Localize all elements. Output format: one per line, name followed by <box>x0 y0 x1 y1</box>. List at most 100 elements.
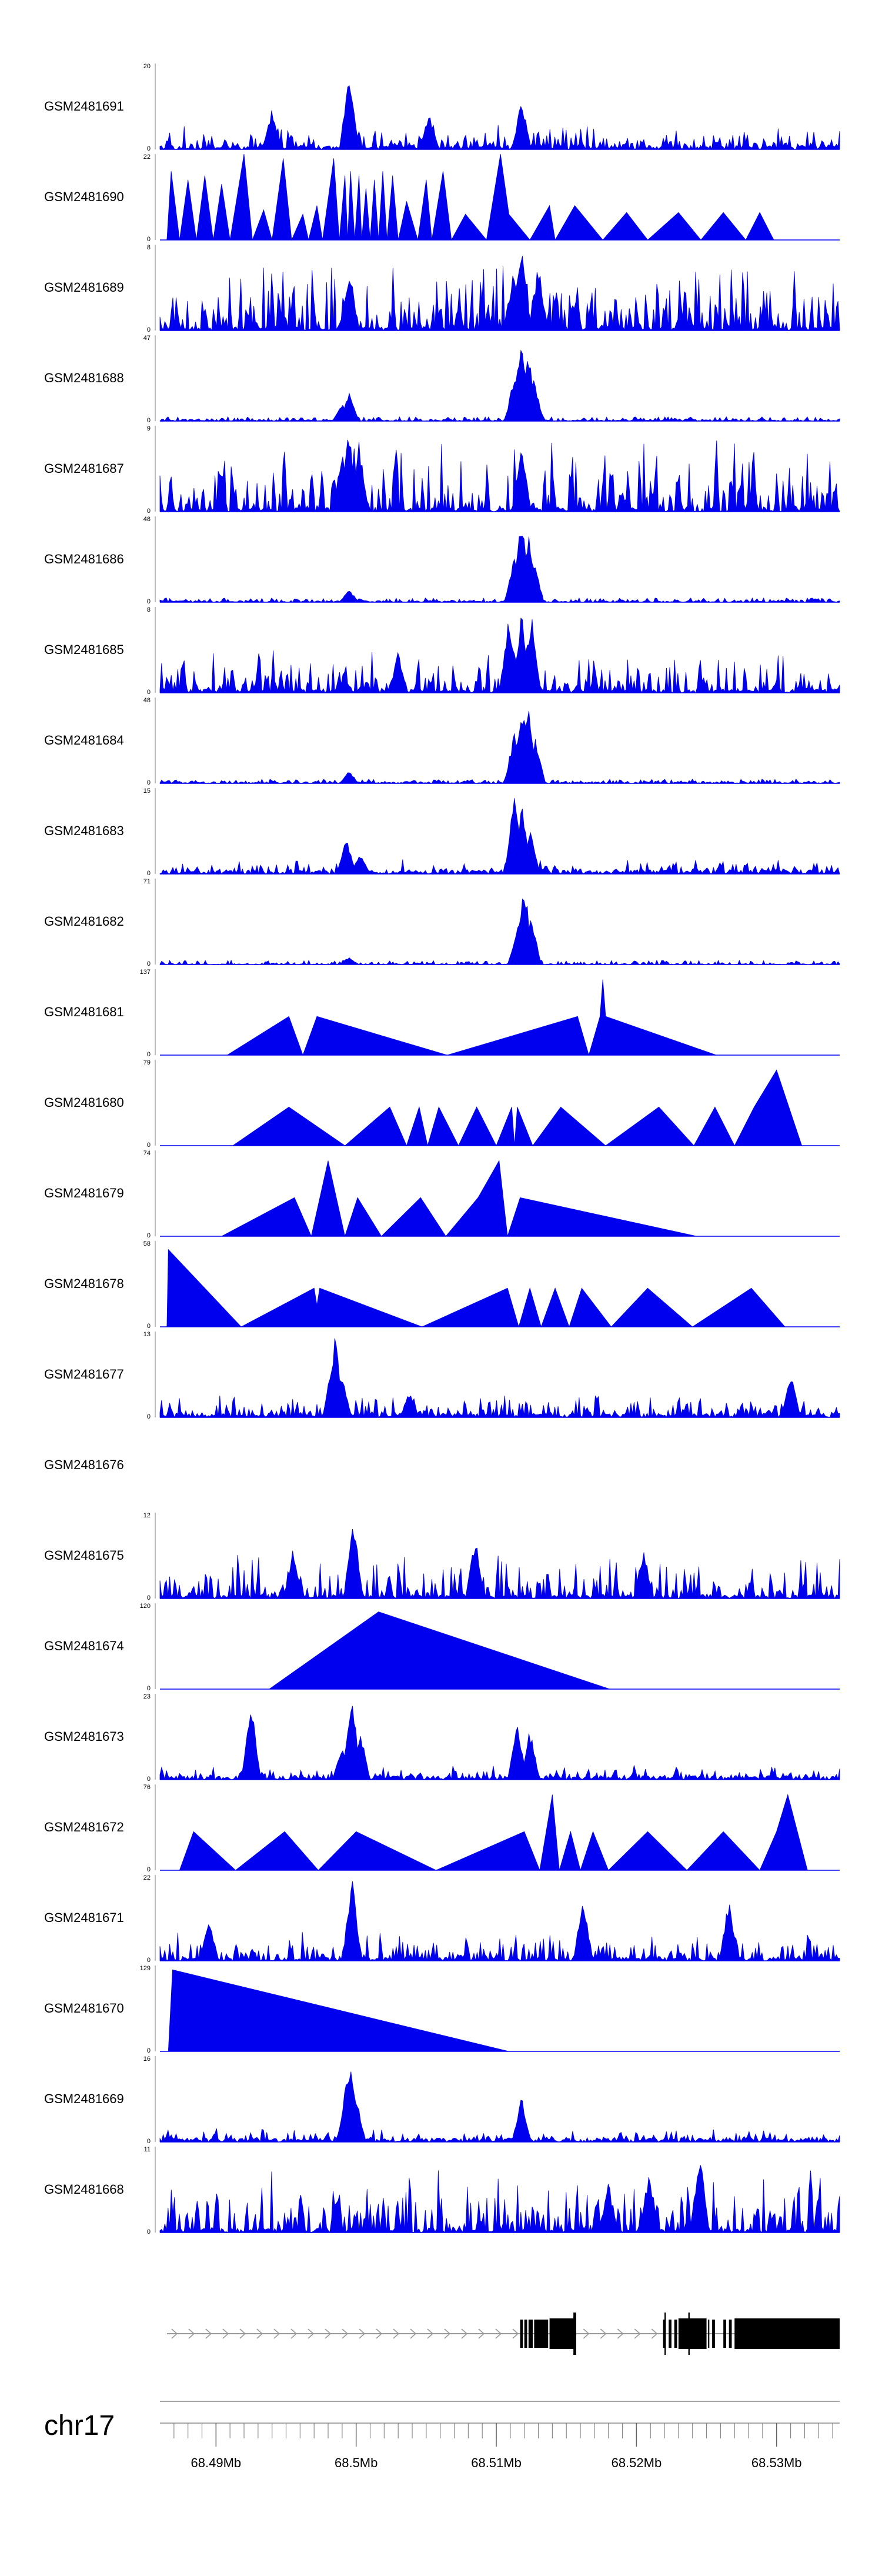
strand-arrow <box>427 2328 434 2339</box>
track-GSM2481683: GSM2481683 15 0 <box>44 788 840 877</box>
signal-area <box>159 1529 840 1600</box>
strand-arrow <box>512 2328 519 2339</box>
y-max-label: 48 <box>143 697 151 704</box>
track-label: GSM2481681 <box>44 1005 124 1019</box>
track-GSM2481684: GSM2481684 48 0 <box>44 697 840 786</box>
y-min-label: 0 <box>147 1142 151 1149</box>
track-label: GSM2481670 <box>44 2001 124 2016</box>
track-GSM2481675: GSM2481675 12 0 <box>44 1512 840 1601</box>
y-min-label: 0 <box>147 1685 151 1692</box>
track-label: GSM2481676 <box>44 1457 124 1472</box>
track-GSM2481670: GSM2481670 129 0 <box>44 1965 840 2054</box>
strand-arrow <box>617 2328 624 2339</box>
track-GSM2481669: GSM2481669 16 0 <box>44 2056 840 2145</box>
signal-area <box>221 1160 697 1237</box>
gene-exon <box>573 2313 576 2355</box>
strand-arrow <box>495 2328 502 2339</box>
track-GSM2481688: GSM2481688 47 0 <box>44 335 840 424</box>
y-min-label: 0 <box>147 417 151 424</box>
gene-exon <box>734 2318 840 2349</box>
y-max-label: 8 <box>147 244 151 251</box>
y-max-label: 74 <box>143 1150 151 1157</box>
strand-arrow <box>239 2328 246 2339</box>
track-label: GSM2481674 <box>44 1639 124 1653</box>
tick-label: 68.49Mb <box>191 2455 242 2470</box>
y-max-label: 58 <box>143 1240 151 1247</box>
y-max-label: 76 <box>143 1784 151 1791</box>
signal-area <box>168 1969 509 2052</box>
strand-arrow <box>410 2328 417 2339</box>
track-GSM2481685: GSM2481685 8 0 <box>44 606 840 696</box>
track-GSM2481691: GSM2481691 20 0 <box>44 63 840 152</box>
track-GSM2481686: GSM2481686 48 0 <box>44 516 840 605</box>
gene-exon <box>729 2320 732 2348</box>
track-GSM2481676: GSM2481676 <box>44 1457 124 1472</box>
signal-area <box>268 1611 610 1690</box>
gene-exon <box>723 2320 726 2348</box>
y-min-label: 0 <box>147 598 151 605</box>
y-min-label: 0 <box>147 1594 151 1601</box>
track-label: GSM2481672 <box>44 1820 124 1834</box>
track-label: GSM2481679 <box>44 1186 124 1200</box>
strand-arrow <box>393 2328 400 2339</box>
y-max-label: 12 <box>143 1512 151 1519</box>
strand-arrow <box>308 2328 315 2339</box>
y-min-label: 0 <box>147 689 151 696</box>
y-min-label: 0 <box>147 1776 151 1783</box>
strand-arrow <box>478 2328 485 2339</box>
y-max-label: 120 <box>140 1603 151 1610</box>
gene-exon <box>524 2320 527 2348</box>
y-min-label: 0 <box>147 145 151 152</box>
track-label: GSM2481684 <box>44 733 124 748</box>
signal-area <box>159 798 840 875</box>
y-min-label: 0 <box>147 1413 151 1420</box>
gene-exon <box>678 2318 707 2349</box>
track-GSM2481687: GSM2481687 9 0 <box>44 425 840 515</box>
track-GSM2481689: GSM2481689 8 0 <box>44 244 840 333</box>
strand-arrow <box>634 2328 641 2339</box>
gene-exon <box>528 2320 533 2348</box>
y-min-label: 0 <box>147 779 151 786</box>
signal-area <box>159 85 840 151</box>
tick-label: 68.52Mb <box>612 2455 662 2470</box>
y-max-label: 8 <box>147 606 151 613</box>
gene-exon <box>664 2313 666 2355</box>
y-max-label: 22 <box>143 1874 151 1881</box>
signal-area <box>226 979 717 1056</box>
strand-arrow <box>273 2328 280 2339</box>
y-min-label: 0 <box>147 2228 151 2235</box>
y-max-label: 13 <box>143 1331 151 1338</box>
signal-area <box>159 2071 840 2143</box>
track-GSM2481671: GSM2481671 22 0 <box>44 1874 840 1964</box>
track-label: GSM2481687 <box>44 461 124 476</box>
strand-arrow <box>171 2328 178 2339</box>
strand-arrow <box>256 2328 263 2339</box>
y-min-label: 0 <box>147 2047 151 2054</box>
signal-area <box>159 1706 840 1781</box>
y-max-label: 11 <box>144 2146 151 2153</box>
signal-area <box>159 536 840 603</box>
signal-area <box>159 1338 840 1419</box>
track-GSM2481677: GSM2481677 13 0 <box>44 1331 840 1420</box>
y-min-label: 0 <box>147 960 151 967</box>
track-GSM2481679: GSM2481679 74 0 <box>44 1150 840 1239</box>
y-max-label: 129 <box>140 1965 151 1972</box>
strand-arrow <box>376 2328 383 2339</box>
signal-area <box>159 256 840 332</box>
y-max-label: 9 <box>147 425 151 432</box>
y-max-label: 22 <box>143 154 151 161</box>
track-label: GSM2481691 <box>44 99 124 114</box>
track-label: GSM2481680 <box>44 1095 124 1110</box>
gene-exon <box>712 2320 715 2348</box>
strand-arrow <box>359 2328 366 2339</box>
track-label: GSM2481689 <box>44 280 124 295</box>
signal-area <box>159 1881 840 1962</box>
gene-exon <box>663 2320 666 2348</box>
y-max-label: 47 <box>143 335 151 342</box>
track-label: GSM2481669 <box>44 2091 124 2106</box>
track-GSM2481681: GSM2481681 137 0 <box>44 969 840 1058</box>
y-min-label: 0 <box>147 870 151 877</box>
gene-exon <box>549 2318 576 2349</box>
signal-area <box>166 1249 786 1328</box>
